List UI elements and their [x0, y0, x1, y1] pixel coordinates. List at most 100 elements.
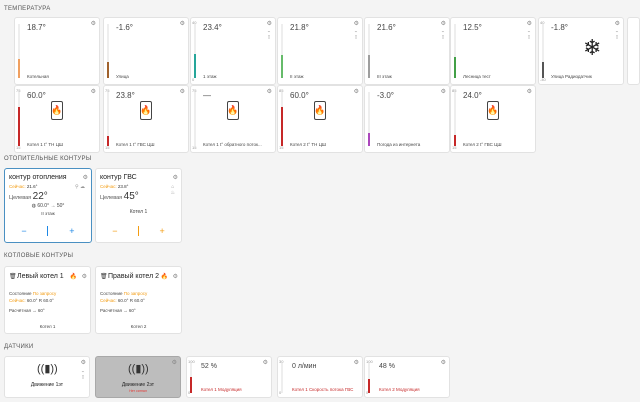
gear-icon[interactable]: ⚙ — [172, 274, 178, 280]
gear-icon[interactable]: ⚙ — [353, 21, 359, 27]
plus-button[interactable]: + — [159, 226, 165, 236]
boiler-flame-icon: 🔥 — [140, 101, 152, 120]
temperature-sensor-card[interactable]: 40 0 23.4° ⚙ ⌁ ▯ 1 этаж — [190, 17, 276, 85]
temperature-bar-fill — [454, 135, 456, 146]
temperature-bar — [368, 92, 370, 146]
temperature-sensor-card[interactable]: 40 -40 -1.8° ⚙ ⌁ ▯ ❄ Улица Радиодатчик — [538, 17, 624, 85]
gear-icon[interactable]: ⚙ — [266, 89, 272, 95]
gear-icon[interactable]: ⚙ — [353, 89, 359, 95]
temperature-sensor-card[interactable] — [627, 17, 640, 85]
heating-contour-card[interactable]: контур отопления ⚙ Сейчас: 21.6° ⚲ ☁ Цел… — [4, 168, 92, 243]
value-sensor-card[interactable]: 30 0 0 л/мин ⚙ Котел 1 Скорость потока Г… — [277, 356, 363, 398]
now-label: Сейчас: — [100, 184, 117, 189]
value-sensor-card[interactable]: 100 0 52 % ⚙ Котел 1 Модуляция — [186, 356, 272, 398]
temperature-sensor-card[interactable]: 21.8° ⚙ ⌁ ▯ II этаж — [277, 17, 363, 85]
trash-icon[interactable]: 🗑 — [9, 274, 17, 280]
dhw-contour-card[interactable]: контур ГВС ⚙ Сейчас: 23.8° ⌂ ♨ Целевая 45… — [95, 168, 182, 243]
temperature-value: -3.0° — [377, 91, 394, 100]
temperature-value: 21.8° — [290, 23, 309, 32]
gear-icon[interactable]: ⚙ — [526, 89, 532, 95]
temperature-sensor-card[interactable]: 75 15 — ⚙ 🔥 Котел 1 t° обратного поток... — [190, 85, 276, 153]
temperature-bar-fill — [18, 107, 20, 146]
temperature-sensor-card[interactable]: 18.7° ⚙ Котельная — [14, 17, 100, 85]
gear-icon[interactable]: ⚙ — [171, 360, 177, 366]
divider — [47, 226, 49, 236]
plus-button[interactable]: + — [69, 226, 75, 236]
motion-sensor-icon: ((▮)) — [37, 363, 58, 375]
temperature-bar-fill — [18, 59, 20, 78]
gear-icon[interactable]: ⚙ — [266, 21, 272, 27]
sensor-label: Котел 2 Модуляция — [379, 386, 420, 392]
gear-icon[interactable]: ⚙ — [179, 21, 185, 27]
boiler-card[interactable]: 🗑 Правый котел 2 🔥 ⚙ Состояние По запрос… — [95, 266, 182, 334]
temperature-sensor-card[interactable]: 85 15 24.0° ⚙ 🔥 Котел 2 t° ГВС ЦШ — [450, 85, 536, 153]
boiler-card[interactable]: 🗑 Левый котел 1 🔥 ⚙ Состояние По запросу… — [4, 266, 91, 334]
gear-icon[interactable]: ⚙ — [90, 21, 96, 27]
snowflake-icon: ❄ — [583, 35, 602, 60]
gear-icon[interactable]: ⚙ — [440, 360, 446, 366]
sensor-status: Нет сигнал — [129, 389, 147, 393]
motion-sensor-card[interactable]: ((▮)) ⚙ Движение 2эт Нет сигнал — [95, 356, 181, 398]
sensor-label: Котел 2 t° ГВС ЦШ — [463, 141, 502, 147]
section-title-sensors: ДАТЧИКИ — [4, 344, 34, 350]
gear-icon[interactable]: ⚙ — [440, 89, 446, 95]
gear-icon[interactable]: ⚙ — [82, 175, 88, 181]
sensor-label: Улица — [116, 73, 129, 79]
sensor-label: Котел 1 t° обратного поток... — [203, 141, 262, 147]
temperature-sensor-card[interactable]: -3.0° ⚙ Погода из интернета — [364, 85, 450, 153]
temperature-sensor-card[interactable]: 12.5° ⚙ ⌁ ▯ Лесница тест — [450, 17, 536, 85]
sensor-label: Движение 2эт — [121, 382, 155, 388]
scale-min: 0 — [192, 77, 195, 82]
now-label: Сейчас: — [9, 184, 26, 189]
gear-icon[interactable]: ⚙ — [81, 274, 87, 280]
temperature-bar — [18, 92, 20, 146]
level-bar — [190, 363, 192, 393]
temperature-bar — [454, 92, 456, 146]
scale-min: 15 — [192, 145, 197, 150]
gear-icon[interactable]: ⚙ — [262, 360, 268, 366]
minus-button[interactable]: − — [112, 226, 118, 236]
trash-icon[interactable]: 🗑 — [100, 274, 108, 280]
temperature-bar — [107, 92, 109, 146]
temperature-sensor-card[interactable]: 85 15 60.0° ⚙ 🔥 Котел 2 t° ТН ЦШ — [277, 85, 363, 153]
sensor-label: 1 этаж — [203, 73, 217, 79]
temperature-sensor-card[interactable]: -1.6° ⚙ Улица — [103, 17, 189, 85]
gear-icon[interactable]: ⚙ — [353, 360, 359, 366]
minus-button[interactable]: − — [21, 226, 27, 236]
now-value: 23.8° — [117, 184, 129, 189]
gear-icon[interactable]: ⚙ — [172, 175, 178, 181]
gear-icon[interactable]: ⚙ — [80, 360, 86, 366]
battery-icon: ⌁ ▯ — [81, 369, 85, 379]
scale-max: 75 — [105, 88, 110, 93]
now-value: 60.0° R 60.0° — [26, 298, 54, 303]
now-value: 60.0° R 60.0° — [117, 298, 145, 303]
motion-sensor-card[interactable]: ((▮)) ⚙ ⌁ ▯ Движение 1эт — [4, 356, 90, 398]
sensor-value: 48 % — [379, 363, 395, 370]
gear-icon[interactable]: ⚙ — [179, 89, 185, 95]
temperature-value: — — [203, 91, 211, 100]
temperature-value: 24.0° — [463, 91, 482, 100]
scale-min: 0 — [279, 390, 282, 395]
temperature-sensor-card[interactable]: 75 15 23.8° ⚙ 🔥 Котел 1 t° ГВС ЦШ — [103, 85, 189, 153]
temperature-bar-fill — [368, 55, 370, 78]
temperature-sensor-card[interactable]: 75 15 60.0° ⚙ 🔥 Котел 1 t° ТН ЦШ — [14, 85, 100, 153]
temperature-sensor-card[interactable]: 21.6° ⚙ ⌁ ▯ III этаж — [364, 17, 450, 85]
sensor-label: Погода из интернета — [377, 141, 421, 147]
gear-icon[interactable]: ⚙ — [526, 21, 532, 27]
boiler-flame-icon: 🔥 — [487, 101, 499, 120]
temperature-value: 23.4° — [203, 23, 222, 32]
calc-value: → 60° — [123, 308, 136, 313]
contour-title: контур отопления — [9, 174, 67, 181]
temperature-bar — [194, 24, 196, 78]
level-bar — [281, 363, 283, 393]
gear-icon[interactable]: ⚙ — [90, 89, 96, 95]
flame-icon: 🔥 — [69, 274, 77, 280]
temperature-value: 60.0° — [290, 91, 309, 100]
gear-icon[interactable]: ⚙ — [440, 21, 446, 27]
scale-max: 100 — [188, 359, 195, 364]
value-sensor-card[interactable]: 100 0 48 % ⚙ Котел 2 Модуляция — [364, 356, 450, 398]
temperature-bar-fill — [107, 61, 109, 78]
gear-icon[interactable]: ⚙ — [614, 21, 620, 27]
battery-icon: ⌁ ▯ — [354, 29, 358, 39]
now-value: 21.6° — [26, 184, 38, 189]
